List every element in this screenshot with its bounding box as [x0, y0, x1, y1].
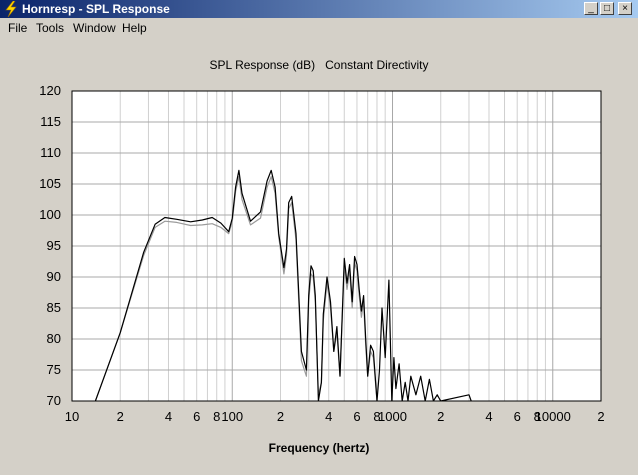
x-tick-label: 4 — [325, 409, 333, 424]
menu-window[interactable]: Window — [73, 21, 116, 35]
y-tick-label: 120 — [39, 83, 61, 98]
menu-help[interactable]: Help — [122, 21, 147, 35]
y-tick-label: 75 — [46, 362, 61, 377]
x-tick-label: 6 — [353, 409, 361, 424]
plot-frame — [71, 90, 602, 402]
x-tick-label: 4 — [164, 409, 173, 424]
close-icon: × — [622, 3, 628, 14]
y-tick-label: 80 — [46, 331, 61, 346]
x-tick-label: 6 — [513, 409, 521, 424]
y-tick-label: 90 — [46, 269, 61, 284]
x-tick-label: 8 — [533, 409, 541, 424]
y-tick-label: 95 — [46, 238, 61, 253]
x-tick-label: 6 — [193, 409, 201, 424]
y-tick-label: 85 — [46, 300, 61, 315]
y-tick-label: 70 — [46, 393, 61, 408]
x-tick-label: 4 — [485, 409, 493, 424]
x-tick-label: 2 — [276, 409, 285, 424]
menu-tools[interactable]: Tools — [36, 21, 65, 35]
x-tick-label: 8 — [373, 409, 381, 424]
x-tick-label: 10 — [64, 409, 80, 424]
y-tick-label: 115 — [40, 114, 61, 129]
title-bar[interactable]: Hornresp - SPL Response _ □ × — [0, 0, 638, 18]
close-button[interactable]: × — [618, 2, 632, 15]
series-line — [94, 169, 472, 401]
x-tick-label: 2 — [437, 409, 445, 424]
x-axis-label: Frequency (hertz) — [268, 441, 370, 455]
x-tick-label: 2 — [597, 409, 605, 424]
menu-bar: File Tools Window Help — [0, 18, 638, 38]
x-tick-label: 10000 — [534, 409, 571, 424]
x-tick-label: 8 — [213, 409, 221, 424]
window-title: Hornresp - SPL Response — [22, 2, 170, 16]
lightning-icon — [5, 1, 17, 17]
chart-title: SPL Response (dB) Constant Directivity — [209, 58, 429, 72]
menu-file[interactable]: File — [8, 21, 28, 35]
x-tick-label: 2 — [116, 409, 124, 424]
maximize-icon: □ — [603, 3, 611, 14]
maximize-button[interactable]: □ — [600, 2, 614, 15]
minimize-button[interactable]: _ — [584, 2, 598, 15]
x-tick-label: 1000 — [378, 409, 407, 424]
y-tick-label: 105 — [39, 176, 61, 191]
x-tick-label: 100 — [221, 409, 244, 424]
y-tick-label: 110 — [40, 145, 61, 160]
y-tick-label: 100 — [39, 207, 61, 222]
minimize-icon: _ — [588, 3, 594, 14]
series-line — [94, 176, 378, 401]
